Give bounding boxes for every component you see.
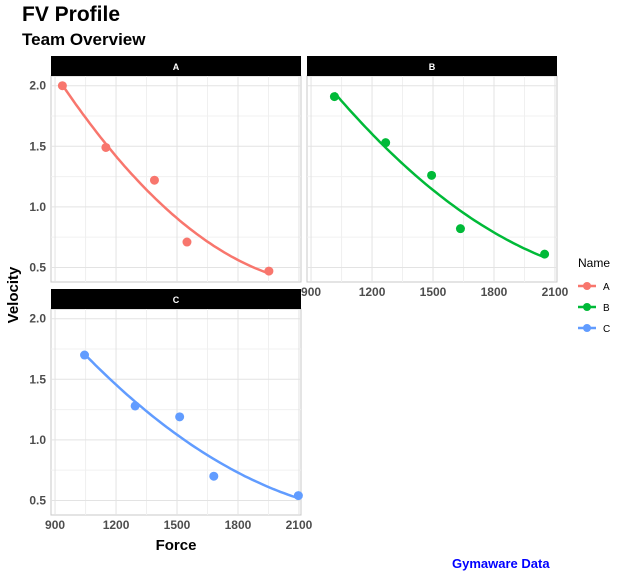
x-tick-label: 2100 — [286, 518, 313, 532]
data-point — [175, 412, 185, 422]
legend-label: A — [603, 282, 610, 293]
x-tick-label: 2100 — [542, 285, 569, 299]
y-tick-label: 1.5 — [29, 372, 46, 386]
data-point — [101, 142, 111, 152]
y-axis-label: Velocity — [5, 266, 22, 323]
data-point — [427, 170, 437, 180]
facet-strip-label: A — [173, 62, 180, 72]
y-tick-label: 0.5 — [29, 493, 46, 507]
data-point — [80, 350, 90, 360]
y-tick-label: 0.5 — [29, 260, 46, 274]
panel-background — [50, 308, 302, 516]
x-axis-label: Force — [156, 537, 197, 554]
data-point — [293, 491, 303, 501]
data-point — [182, 237, 192, 247]
x-tick-label: 1200 — [103, 518, 130, 532]
y-tick-label: 2.0 — [29, 79, 46, 93]
x-tick-label: 900 — [301, 285, 321, 299]
y-tick-label: 1.0 — [29, 200, 46, 214]
data-point — [149, 175, 159, 185]
x-tick-label: 1500 — [164, 518, 191, 532]
data-point — [209, 471, 219, 481]
legend-title: Name — [578, 256, 610, 270]
legend-key-point — [583, 324, 591, 332]
data-point — [57, 81, 67, 91]
data-point — [381, 138, 391, 148]
facet-strip — [51, 289, 301, 309]
chart-caption: Gymaware Data — [452, 556, 550, 571]
y-tick-label: 2.0 — [29, 312, 46, 326]
data-point — [130, 401, 140, 411]
x-tick-label: 900 — [45, 518, 65, 532]
facet-strip-label: C — [173, 295, 180, 305]
x-tick-label: 1500 — [420, 285, 447, 299]
x-tick-label: 1200 — [359, 285, 386, 299]
data-point — [540, 249, 550, 259]
data-point — [329, 92, 339, 102]
chart-subtitle: Team Overview — [22, 30, 146, 49]
x-tick-label: 1800 — [481, 285, 508, 299]
chart-title: FV Profile — [22, 3, 121, 26]
trend-line — [61, 84, 270, 275]
legend-key-point — [583, 282, 591, 290]
y-tick-label: 1.0 — [29, 433, 46, 447]
trend-line — [333, 91, 546, 259]
facet-strip-label: B — [429, 62, 436, 72]
panel-background — [50, 75, 302, 283]
data-point — [264, 266, 274, 276]
trend-line — [83, 353, 299, 500]
legend-key-point — [583, 303, 591, 311]
legend-label: B — [603, 303, 610, 314]
facet-strip — [51, 56, 301, 76]
data-point — [455, 224, 465, 234]
y-tick-label: 1.5 — [29, 139, 46, 153]
x-tick-label: 1800 — [225, 518, 252, 532]
facet-strip — [307, 56, 557, 76]
legend-label: C — [603, 324, 610, 335]
